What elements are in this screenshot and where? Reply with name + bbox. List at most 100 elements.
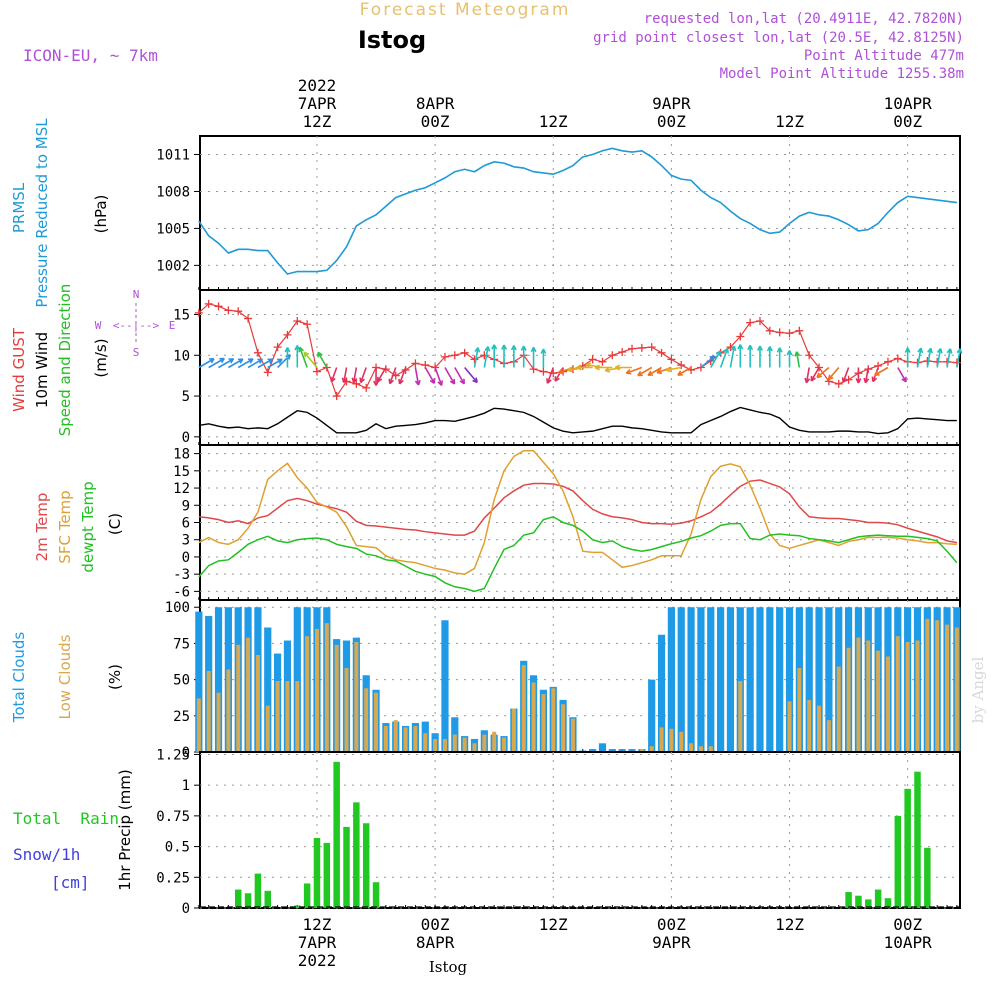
low-cloud-bar: [236, 644, 241, 752]
low-cloud-bar: [492, 731, 497, 752]
wind-direction-arrow: [729, 345, 736, 368]
wind-direction-arrow: [343, 367, 348, 383]
low-cloud-bar: [511, 708, 516, 752]
wind-arrow-head: [917, 347, 924, 354]
wind-arrow-head: [757, 345, 763, 351]
total-cloud-bar: [717, 607, 725, 752]
gust-marker: [401, 365, 410, 374]
wind-direction-arrow: [546, 367, 555, 384]
gust-marker: [312, 367, 321, 376]
wind-direction-arrow: [874, 366, 889, 376]
y-tick-label: 12: [173, 481, 190, 497]
wind-direction-arrow: [330, 367, 338, 383]
rain-bar: [855, 895, 862, 908]
wind-direction-arrow: [795, 351, 801, 368]
wind-arrow-head: [247, 358, 254, 364]
wind-arrow-head: [810, 375, 816, 382]
y-tick-label: 75: [173, 636, 190, 652]
low-cloud-bar: [334, 644, 339, 752]
temp2m-label: 2m Temp: [33, 493, 51, 562]
total-cloud-bar: [677, 607, 685, 752]
y-tick-label: 0.25: [156, 870, 190, 886]
gust-marker: [736, 332, 745, 341]
top-time-label: 00Z: [421, 112, 450, 131]
low-cloud-bar: [689, 743, 694, 752]
low-cloud-bar: [433, 738, 438, 752]
precip-panel: 0 0.25 0.5 0.75 1 1.25: [156, 747, 961, 917]
wind-arrow-head: [656, 368, 663, 375]
gust-marker: [588, 355, 597, 364]
temp-unit: (C): [106, 513, 124, 535]
total-cloud-bar: [687, 607, 695, 752]
wind-speed-line: [198, 406, 957, 435]
y-tick-label: 10: [173, 348, 190, 364]
top-time-label: 10APR: [884, 94, 933, 113]
low-cloud-bar: [285, 681, 290, 752]
low-cloud-bar: [521, 665, 526, 752]
wind-direction-arrow: [434, 367, 443, 386]
low-cloud-bar: [305, 636, 310, 752]
wind-direction-arrow: [936, 348, 942, 368]
wind-arrow-head: [341, 377, 348, 383]
wind-arrow-head: [474, 347, 481, 353]
low-cloud-bar: [925, 618, 930, 752]
low-cloud-bar: [206, 670, 211, 752]
wind-arrow-head: [709, 355, 716, 362]
wind-direction-arrow: [317, 351, 328, 368]
wind-direction-arrow: [237, 358, 254, 369]
wind-arrow-head: [827, 374, 834, 381]
wind-arrow-head: [871, 376, 878, 383]
low-cloud-bar: [836, 666, 841, 752]
low-cloud-bar: [826, 720, 831, 752]
dewpt-label: dewpt Temp: [79, 481, 97, 572]
wind-arrow-head: [585, 362, 592, 369]
compass-w: W: [95, 319, 102, 332]
total-cloud-bar: [766, 607, 774, 752]
sfc-temp-line: [198, 449, 957, 575]
y-tick-label: 0.75: [156, 809, 190, 825]
rain-bar: [303, 883, 311, 908]
gust-marker: [628, 344, 637, 353]
low-cloud-bar: [846, 647, 851, 752]
y-tick-label: 6: [182, 516, 190, 532]
gust-marker: [805, 351, 814, 360]
model-label: ICON-EU, ~ 7km: [23, 46, 158, 65]
wind-arrow-head: [776, 347, 783, 353]
low-cloud-bar: [324, 623, 329, 752]
footer-station: Istog: [429, 958, 468, 976]
wind-arrow-head: [946, 348, 953, 354]
wind-direction-arrow: [464, 366, 478, 383]
low-cloud-bar: [895, 636, 900, 752]
top-time-label: 00Z: [657, 112, 686, 131]
low-cloud-bar: [885, 656, 890, 752]
gust-marker: [618, 348, 627, 356]
total-cloud-bar: [441, 620, 449, 752]
wind-direction-arrow: [299, 347, 308, 368]
low-cloud-bar: [856, 637, 861, 752]
low-cloud-bar: [561, 704, 566, 752]
wind-direction-arrow: [267, 358, 283, 369]
gust-marker: [352, 379, 361, 388]
wind-arrow-head: [816, 372, 823, 379]
gust-marker: [815, 363, 824, 372]
low-cloud-bar: [364, 688, 369, 752]
gust-marker: [667, 355, 676, 364]
wind-panel: 0 5 10 15: [173, 289, 963, 446]
compass-rose: N S W E <--|-->: [95, 288, 176, 359]
wind-arrow-head: [786, 350, 793, 356]
rain-bar: [294, 905, 301, 908]
rain-bar: [845, 892, 852, 908]
total-cloud-bar: [451, 717, 459, 752]
total-cloud-bar: [825, 607, 833, 752]
wind-arrow-head: [576, 364, 582, 371]
clouds-unit: (%): [106, 664, 124, 690]
wind-arrow-head: [530, 346, 537, 353]
gust-marker: [381, 365, 390, 374]
gust-marker: [440, 352, 449, 361]
rain-bar: [894, 815, 902, 908]
gust-marker: [883, 357, 892, 366]
low-cloud-bar: [413, 725, 418, 752]
gust-marker: [362, 383, 371, 392]
gust-marker: [785, 329, 794, 338]
